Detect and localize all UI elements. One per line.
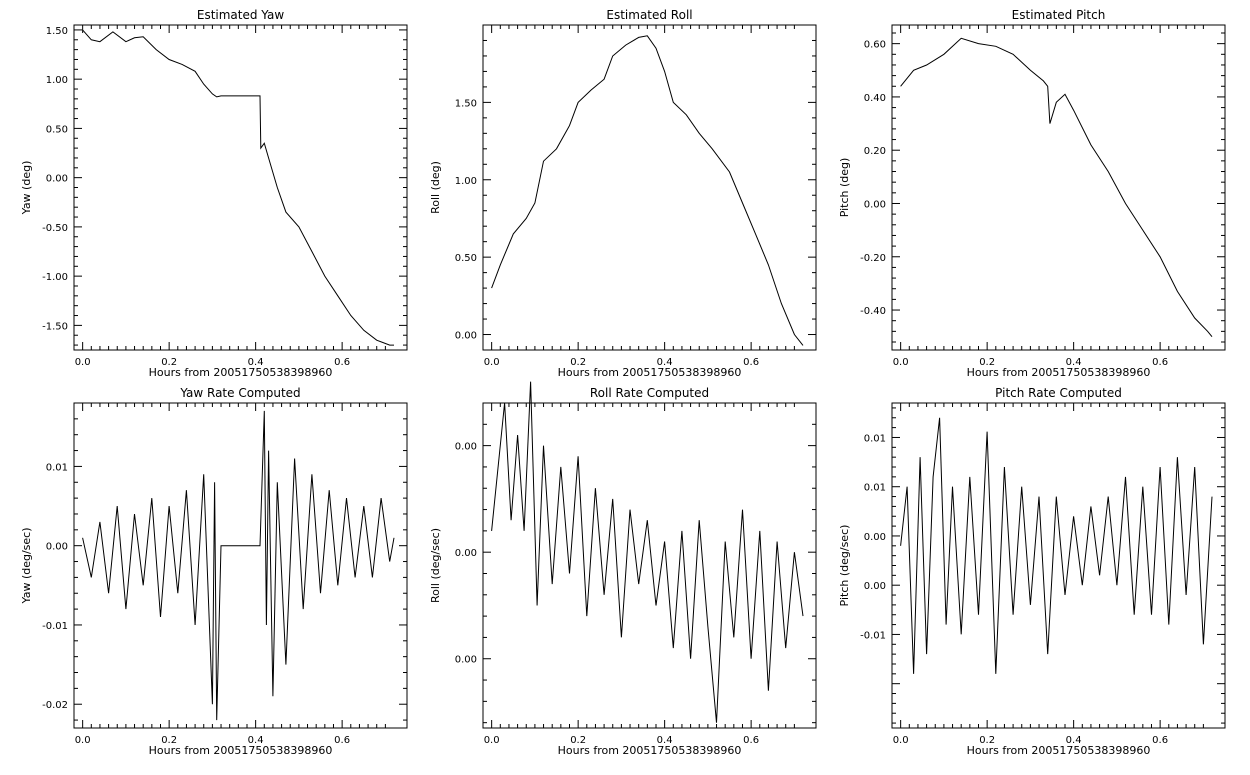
y-axis-label: Yaw (deg/sec) xyxy=(20,527,33,604)
y-tick-label: 0.40 xyxy=(864,93,886,104)
y-tick-label: -1.50 xyxy=(42,321,68,332)
chart-title: Estimated Pitch xyxy=(1012,8,1106,22)
x-tick-label: 0.2 xyxy=(570,357,586,368)
x-tick-label: 0.0 xyxy=(75,735,91,746)
x-tick-label: 0.0 xyxy=(75,357,91,368)
chart-yaw-rate: 0.0 0.2 0.4 0.6 0.01 0.00 -0.01 -0.02 Yaw Rate C… xyxy=(20,386,408,757)
y-tick-label: 0.50 xyxy=(455,253,477,264)
plot-frame xyxy=(482,402,817,729)
y-tick-label: 0.00 xyxy=(455,442,477,453)
x-tick-label: 0.2 xyxy=(161,735,177,746)
y-tick-label: 1.50 xyxy=(46,26,68,37)
chart-yaw: 0.0 0.2 0.4 0.6 1.50 1.00 0.50 0.00 -0.50 -1.00 -1… xyxy=(20,8,408,379)
x-tick-label: 0.4 xyxy=(1066,735,1082,746)
x-tick-label: 0.0 xyxy=(484,735,500,746)
plot-frame xyxy=(73,24,408,351)
x-tick-label: 0.0 xyxy=(893,357,909,368)
chart-title: Yaw Rate Computed xyxy=(179,386,300,400)
x-tick-label: 0.2 xyxy=(979,357,995,368)
y-tick-label: 0.00 xyxy=(46,542,68,553)
x-tick-label: 0.4 xyxy=(248,735,264,746)
x-tick-label: 0.6 xyxy=(334,357,350,368)
x-tick-label: 0.6 xyxy=(743,735,759,746)
y-tick-label: 0.60 xyxy=(864,40,886,51)
y-tick-label: -0.20 xyxy=(860,253,886,264)
chart-pitch-rate: 0.0 0.2 0.4 0.6 0.01 0.01 0.00 0.00 -0.01 Pitch R… xyxy=(838,386,1226,757)
chart-title: Roll Rate Computed xyxy=(590,386,709,400)
series-line xyxy=(82,410,395,721)
x-tick-label: 0.4 xyxy=(657,357,673,368)
x-tick-label: 0.6 xyxy=(743,357,759,368)
series-line xyxy=(900,417,1213,674)
y-axis-label: Yaw (deg) xyxy=(20,161,33,216)
y-tick-label: 0.50 xyxy=(46,124,68,135)
x-axis-label: Hours from 20051750538398960 xyxy=(967,744,1151,757)
y-tick-label: 0.00 xyxy=(864,581,886,592)
y-tick-label: 0.00 xyxy=(864,199,886,210)
y-tick-label: -0.40 xyxy=(860,306,886,317)
plot-frame xyxy=(73,402,408,729)
x-tick-label: 0.2 xyxy=(570,735,586,746)
y-axis-label: Pitch (deg/sec) xyxy=(838,525,851,607)
y-tick-label: 0.00 xyxy=(455,331,477,342)
x-axis-label: Hours from 20051750538398960 xyxy=(149,366,333,379)
y-axis-label: Roll (deg) xyxy=(429,161,442,214)
chart-title: Estimated Roll xyxy=(606,8,692,22)
y-tick-label: -1.00 xyxy=(42,272,68,283)
x-tick-label: 0.2 xyxy=(979,735,995,746)
chart-roll-rate: 0.0 0.2 0.4 0.6 0.00 0.00 0.00 Roll Rate Comput… xyxy=(429,381,817,757)
x-tick-label: 0.4 xyxy=(1066,357,1082,368)
y-tick-label: 0.01 xyxy=(864,483,886,494)
y-tick-label: 0.01 xyxy=(46,462,68,473)
series-line xyxy=(82,29,394,346)
chart-pitch: 0.0 0.2 0.4 0.6 0.60 0.40 0.20 0.00 -0.20 -0.40 Es… xyxy=(838,8,1226,379)
chart-title: Pitch Rate Computed xyxy=(995,386,1122,400)
y-tick-label: 0.00 xyxy=(46,174,68,185)
x-tick-label: 0.0 xyxy=(893,735,909,746)
x-tick-label: 0.0 xyxy=(484,357,500,368)
x-axis-label: Hours from 20051750538398960 xyxy=(558,744,742,757)
plot-frame xyxy=(891,402,1226,729)
x-tick-label: 0.4 xyxy=(248,357,264,368)
x-tick-label: 0.2 xyxy=(161,357,177,368)
chart-roll: 0.0 0.2 0.4 0.6 1.50 1.00 0.50 0.00 Estimated Ro… xyxy=(429,8,817,379)
y-tick-label: -0.01 xyxy=(42,621,68,632)
x-tick-label: 0.6 xyxy=(1152,735,1168,746)
y-tick-label: 1.50 xyxy=(455,98,477,109)
series-line xyxy=(900,37,1213,338)
y-axis-label: Pitch (deg) xyxy=(838,158,851,218)
y-tick-label: 0.20 xyxy=(864,146,886,157)
plot-frame xyxy=(891,24,1226,351)
chart-title: Estimated Yaw xyxy=(197,8,284,22)
x-tick-label: 0.6 xyxy=(334,735,350,746)
series-line xyxy=(491,381,804,723)
y-axis-label: Roll (deg/sec) xyxy=(429,528,442,603)
y-tick-label: -0.02 xyxy=(42,700,68,711)
y-tick-label: -0.50 xyxy=(42,223,68,234)
x-axis-label: Hours from 20051750538398960 xyxy=(558,366,742,379)
y-tick-label: 0.01 xyxy=(864,433,886,444)
y-tick-label: 0.00 xyxy=(455,548,477,559)
series-line xyxy=(491,35,804,346)
x-axis-label: Hours from 20051750538398960 xyxy=(967,366,1151,379)
y-tick-label: -0.01 xyxy=(860,630,886,641)
plot-frame xyxy=(482,24,817,351)
y-tick-label: 0.00 xyxy=(864,532,886,543)
y-tick-label: 0.00 xyxy=(455,655,477,666)
x-tick-label: 0.6 xyxy=(1152,357,1168,368)
x-axis-label: Hours from 20051750538398960 xyxy=(149,744,333,757)
x-tick-label: 0.4 xyxy=(657,735,673,746)
y-tick-label: 1.00 xyxy=(46,75,68,86)
y-tick-label: 1.00 xyxy=(455,176,477,187)
